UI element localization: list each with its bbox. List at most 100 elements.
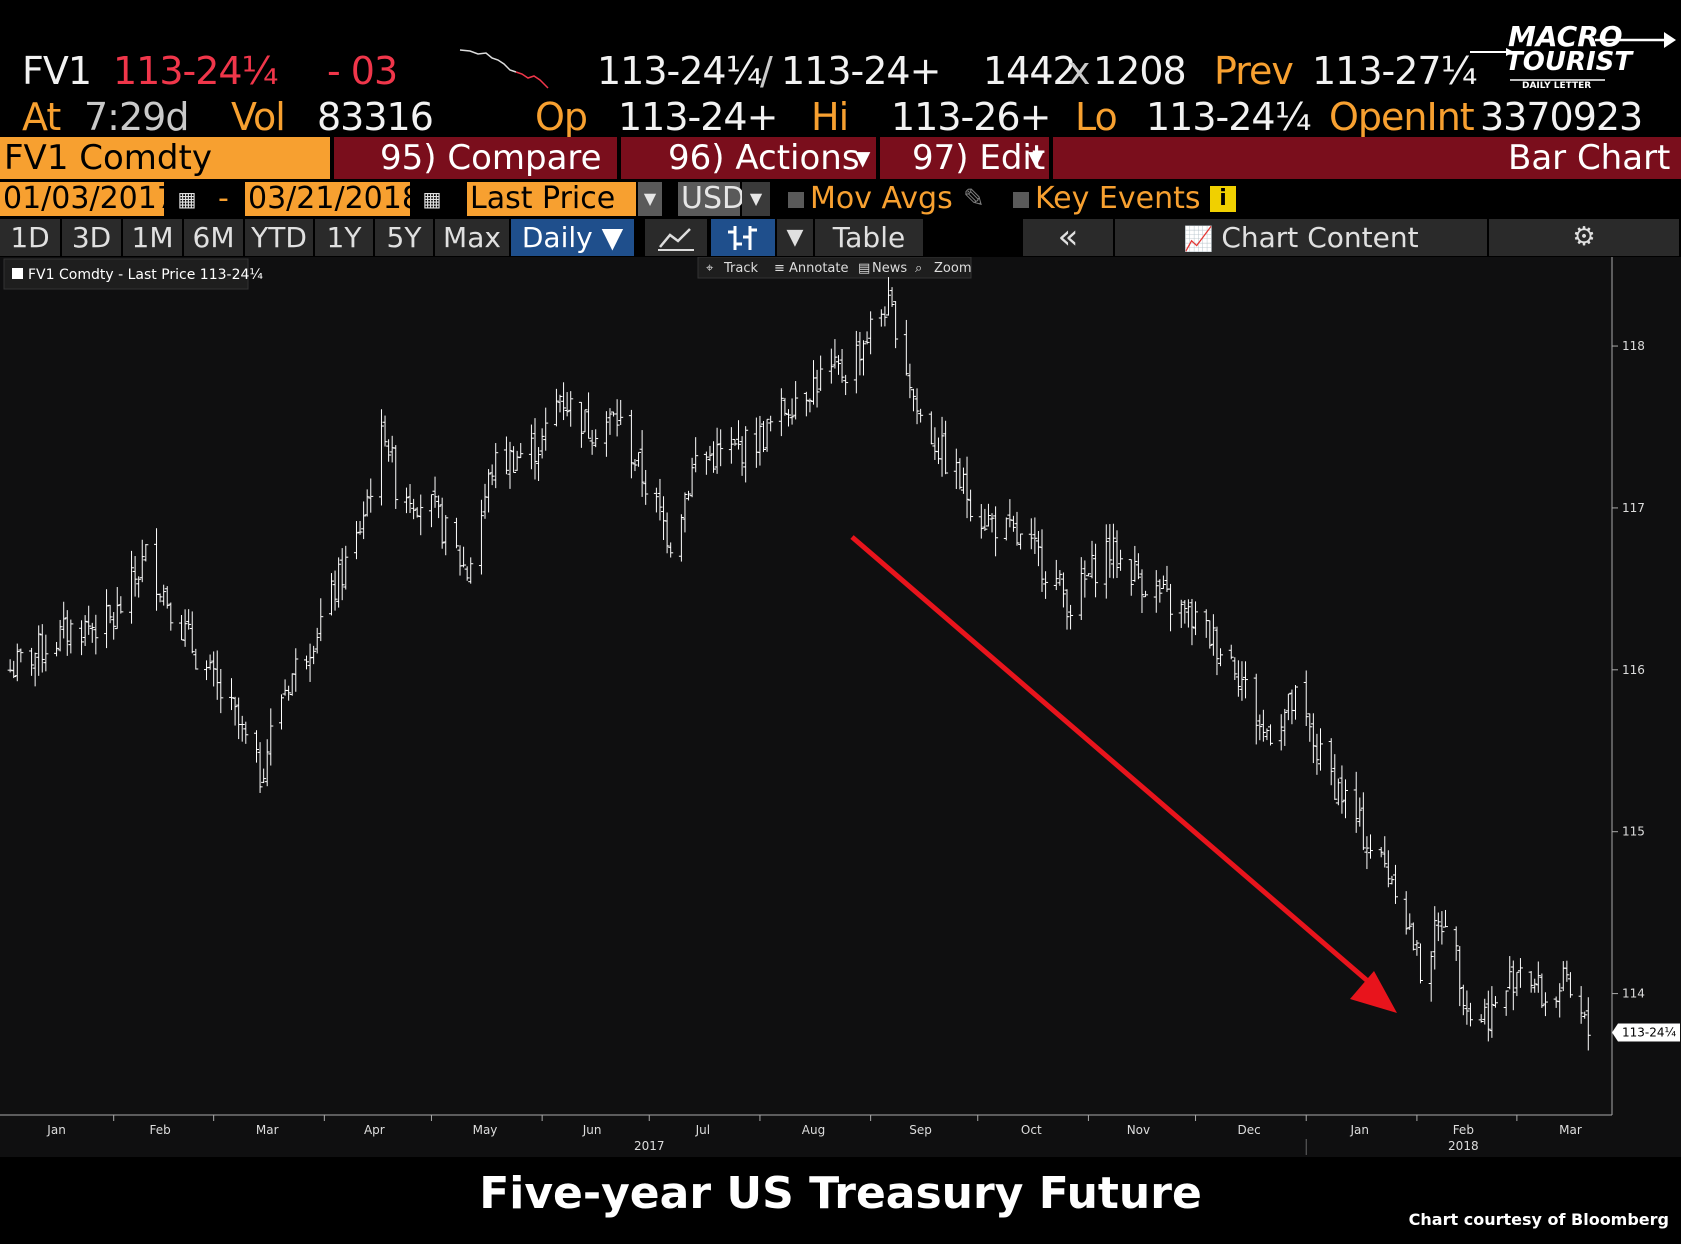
- ohlc-bar: [368, 478, 374, 513]
- end-date-input[interactable]: 03/21/2018: [245, 182, 421, 216]
- chart-caption: Five-year US Treasury Future: [479, 1168, 1202, 1219]
- range-tab[interactable]: 1M: [123, 219, 182, 256]
- ohlc-bar: [686, 490, 692, 501]
- range-tab[interactable]: 3D: [62, 219, 121, 256]
- actions-dropdown-icon[interactable]: ▼: [855, 146, 871, 170]
- ohlc-bar: [1035, 531, 1041, 567]
- track-button[interactable]: Track: [723, 261, 758, 276]
- ohlc-bar: [964, 456, 970, 519]
- price-field-dropdown-icon[interactable]: ▼: [638, 182, 662, 216]
- ohlc-bar: [935, 437, 941, 465]
- ohlc-bar: [157, 593, 163, 603]
- bar-chart-icon[interactable]: [711, 219, 775, 256]
- ohlc-bar: [1460, 984, 1466, 1016]
- ohlc-bar: [1278, 714, 1284, 751]
- ohlc-bar: [803, 391, 809, 417]
- ohlc-bar: [1235, 660, 1241, 697]
- line-chart-icon[interactable]: [645, 219, 707, 256]
- ohlc-bar: [957, 458, 963, 490]
- info-icon[interactable]: i: [1210, 186, 1236, 212]
- key-events-checkbox[interactable]: Key Events: [1013, 182, 1201, 216]
- x-month-label: Sep: [909, 1123, 932, 1137]
- x-month-label: Feb: [149, 1123, 170, 1137]
- ohlc-bar: [1057, 570, 1063, 586]
- range-tab[interactable]: Max: [435, 219, 509, 256]
- ohlc-bar: [1253, 673, 1259, 745]
- ohlc-bar: [139, 539, 145, 583]
- legend-text[interactable]: FV1 Comdty - Last Price 113-24¼: [28, 267, 263, 283]
- ohlc-bar: [1528, 971, 1534, 993]
- bid-size: 1442: [983, 49, 1077, 93]
- edit-dropdown-icon[interactable]: ▼: [1028, 146, 1044, 170]
- pencil-icon[interactable]: ✎: [963, 184, 985, 214]
- range-tab[interactable]: 6M: [184, 219, 243, 256]
- ohlc-bar: [361, 501, 367, 540]
- chart-type-dropdown-icon[interactable]: ▼: [777, 219, 813, 256]
- ohlc-bar: [1514, 971, 1520, 997]
- ohlc-bar: [718, 429, 724, 467]
- compare-button[interactable]: 95) Compare: [380, 138, 602, 178]
- calendar-icon-end[interactable]: ▦: [422, 187, 442, 211]
- legend-swatch: [12, 268, 23, 279]
- annotate-icon[interactable]: ≡: [774, 261, 785, 276]
- command-bar: FV1 Comdty 95) Compare 96) Actions ▼ 97)…: [0, 137, 1681, 179]
- annotate-button[interactable]: Annotate: [789, 261, 848, 276]
- range-tab[interactable]: 5Y: [375, 219, 433, 256]
- bid-ask-separator: /: [760, 49, 773, 93]
- ohlc-bar: [243, 721, 249, 744]
- news-icon[interactable]: ▤: [858, 261, 870, 276]
- edit-button[interactable]: 97) Edit: [912, 138, 1046, 178]
- chart-content-button[interactable]: 📈 Chart Content: [1115, 219, 1487, 256]
- last-price-tag: 113-24¼: [1612, 1023, 1680, 1042]
- start-date-input[interactable]: 01/03/2017: [0, 182, 176, 216]
- ohlc-bar: [11, 660, 17, 679]
- range-tab[interactable]: 1D: [0, 219, 60, 256]
- ohlc-bar: [1268, 724, 1274, 746]
- ohlc-bar: [436, 495, 442, 519]
- at-label: At: [22, 95, 61, 139]
- news-button[interactable]: News: [872, 261, 907, 276]
- price-field-select[interactable]: Last Price: [467, 182, 636, 216]
- ohlc-bar: [1068, 604, 1074, 630]
- ohlc-bar: [286, 685, 292, 701]
- ohlc-bar: [478, 499, 484, 575]
- ohlc-bar: [1410, 922, 1416, 951]
- table-button[interactable]: Table: [815, 219, 923, 256]
- ohlc-bar: [1417, 943, 1423, 984]
- track-icon[interactable]: ⌖: [706, 261, 714, 276]
- currency-dropdown-icon[interactable]: ▼: [742, 182, 770, 216]
- ohlc-bar: [810, 360, 816, 405]
- ohlc-bar: [18, 648, 24, 663]
- calendar-icon-start[interactable]: ▦: [177, 187, 197, 211]
- settings-gear-icon[interactable]: ⚙: [1489, 219, 1679, 256]
- ohlc-bar: [657, 478, 663, 521]
- frequency-select[interactable]: Daily ▼: [511, 219, 634, 256]
- ask-price: 113-24+: [781, 49, 941, 93]
- security-field[interactable]: FV1 Comdty: [0, 137, 330, 179]
- ohlc-bar: [1018, 533, 1024, 550]
- ohlc-bar: [1128, 559, 1134, 596]
- range-tab[interactable]: YTD: [245, 219, 313, 256]
- ohlc-bar: [1435, 912, 1441, 942]
- x-month-label: Feb: [1453, 1123, 1474, 1137]
- ohlc-bar: [711, 441, 717, 473]
- ohlc-bar: [418, 494, 424, 536]
- ohlc-bar: [1542, 992, 1548, 1017]
- ohlc-bar: [778, 388, 784, 437]
- ohlc-bar: [693, 437, 699, 473]
- actions-button[interactable]: 96) Actions: [668, 138, 860, 178]
- zoom-button[interactable]: Zoom: [934, 261, 971, 276]
- ohlc-bar: [668, 542, 674, 558]
- ohlc-bar: [328, 573, 334, 616]
- ohlc-bar: [43, 634, 49, 672]
- ohlc-bar: [1332, 754, 1338, 800]
- ohlc-bar: [1557, 983, 1563, 1018]
- zoom-icon[interactable]: ⌕: [915, 261, 922, 276]
- x-year-label: 2018: [1448, 1139, 1479, 1153]
- mov-avgs-checkbox[interactable]: Mov Avgs: [788, 182, 953, 216]
- ohlc-bar: [1132, 545, 1138, 582]
- ohlc-bar: [1043, 571, 1049, 599]
- range-tab[interactable]: 1Y: [315, 219, 373, 256]
- collapse-icon[interactable]: «: [1023, 219, 1113, 256]
- currency-select[interactable]: USD: [678, 182, 745, 216]
